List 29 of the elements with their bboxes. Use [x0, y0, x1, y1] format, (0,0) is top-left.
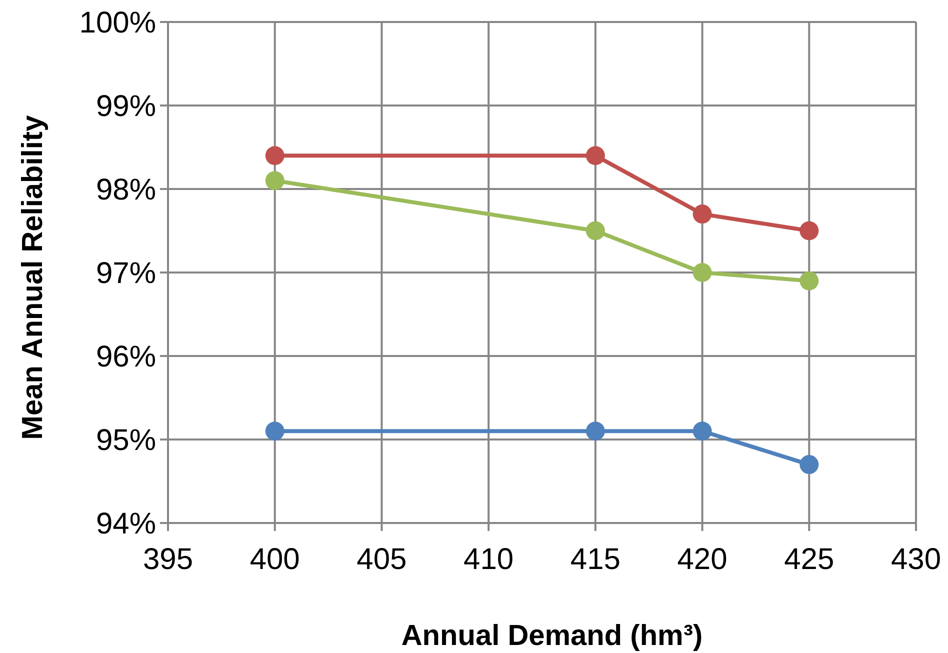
x-tick-label: 430 [890, 543, 942, 576]
point [692, 204, 712, 224]
y-tick-label: 100% [79, 6, 156, 40]
point [586, 422, 605, 441]
x-tick-label: 400 [250, 543, 300, 576]
point [692, 422, 712, 441]
point [800, 271, 819, 290]
x-tick-label: 410 [464, 543, 514, 576]
point [800, 455, 819, 474]
x-tick-label: 405 [356, 543, 407, 576]
x-tick-label: 415 [570, 543, 620, 576]
point [586, 146, 605, 166]
x-tick-label: 395 [142, 543, 194, 576]
point [265, 422, 284, 441]
y-tick-label: 96% [96, 340, 156, 374]
y-tick-label: 95% [96, 424, 156, 457]
y-tick-label: 94% [96, 508, 156, 540]
point [586, 221, 605, 240]
point [265, 171, 284, 190]
x-axis-title: Annual Demand (hm³) [401, 620, 703, 652]
y-tick-label: 98% [96, 174, 156, 206]
point [692, 263, 712, 282]
point [800, 221, 819, 240]
y-tick-label: 97% [96, 257, 156, 290]
x-tick-label: 425 [784, 543, 834, 576]
x-tick-label: 420 [677, 543, 728, 576]
point [265, 146, 284, 166]
y-axis-title: Mean Annual Reliability [17, 115, 49, 440]
y-tick-label: 99% [96, 90, 156, 123]
